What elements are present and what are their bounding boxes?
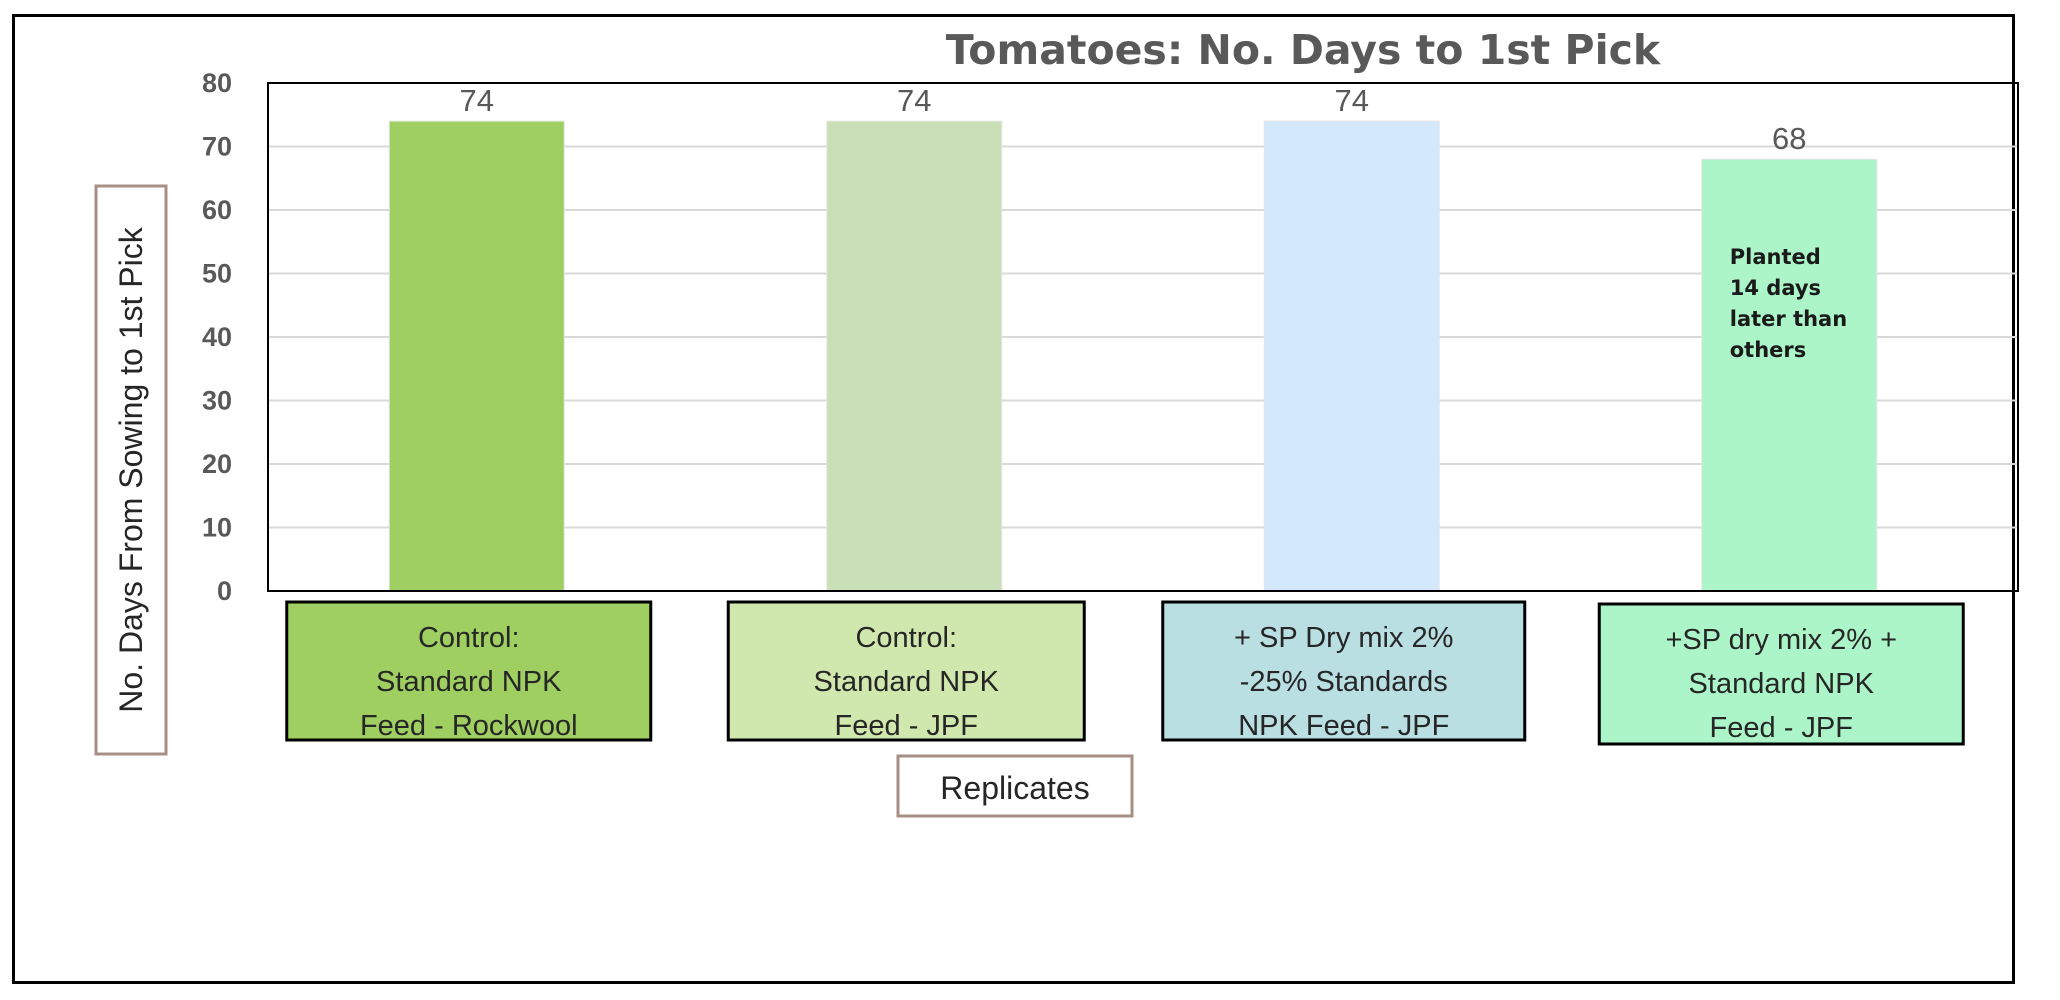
annotations: Planted 14 days later than others: [1730, 245, 1847, 362]
bar-annotation: Planted 14 days later than others: [1730, 245, 1847, 362]
y-tick-label: 0: [217, 576, 232, 606]
y-tick-label: 70: [202, 132, 232, 162]
x-axis-title-box: Replicates: [896, 754, 1134, 818]
y-axis-title: No. Days From Sowing to 1st Pick: [113, 226, 149, 712]
category-label-box: Control: Standard NPK Feed - Rockwool: [285, 600, 653, 742]
data-label: 74: [897, 83, 931, 118]
y-tick-label: 50: [202, 259, 232, 289]
bar: [388, 120, 565, 592]
y-tick-label: 60: [202, 195, 232, 225]
bar: [1701, 158, 1878, 592]
x-axis-title: Replicates: [940, 770, 1089, 806]
chart-frame: [12, 14, 2015, 984]
data-label: 68: [1772, 121, 1806, 156]
chart-title: Tomatoes: No. Days to 1st Pick: [946, 26, 1662, 74]
x-tick-label: + SP Dry mix 2% -25% Standards NPK Feed - …: [1234, 622, 1453, 742]
data-label: 74: [1335, 83, 1369, 118]
x-tick-label: Control: Standard NPK Feed - Rockwool: [360, 622, 578, 742]
data-labels: 74 74 74 68: [460, 83, 1807, 156]
y-tick-label: 40: [202, 322, 232, 352]
y-axis-ticks: 0 10 20 30 40 50 60 70 80: [202, 68, 232, 606]
y-tick-label: 20: [202, 449, 232, 479]
y-axis-title-box: No. Days From Sowing to 1st Pick: [94, 184, 168, 756]
category-labels: Control: Standard NPK Feed - Rockwool Contr…: [285, 600, 1965, 746]
data-label: 74: [460, 83, 494, 118]
bar: [1263, 120, 1440, 592]
y-tick-label: 80: [202, 68, 232, 98]
category-label-box: Control: Standard NPK Feed - JPF: [726, 600, 1086, 742]
x-tick-label: Control: Standard NPK Feed - JPF: [814, 622, 1000, 742]
y-tick-label: 10: [202, 513, 232, 543]
bar: [826, 120, 1003, 592]
bars: [388, 120, 1878, 592]
category-label-box: +SP dry mix 2% + Standard NPK Feed - JPF: [1597, 602, 1965, 746]
y-tick-label: 30: [202, 386, 232, 416]
x-tick-label: +SP dry mix 2% + Standard NPK Feed - JPF: [1665, 624, 1897, 744]
plot-area-border: [267, 82, 2019, 592]
category-label-box: + SP Dry mix 2% -25% Standards NPK Feed - …: [1161, 600, 1527, 742]
